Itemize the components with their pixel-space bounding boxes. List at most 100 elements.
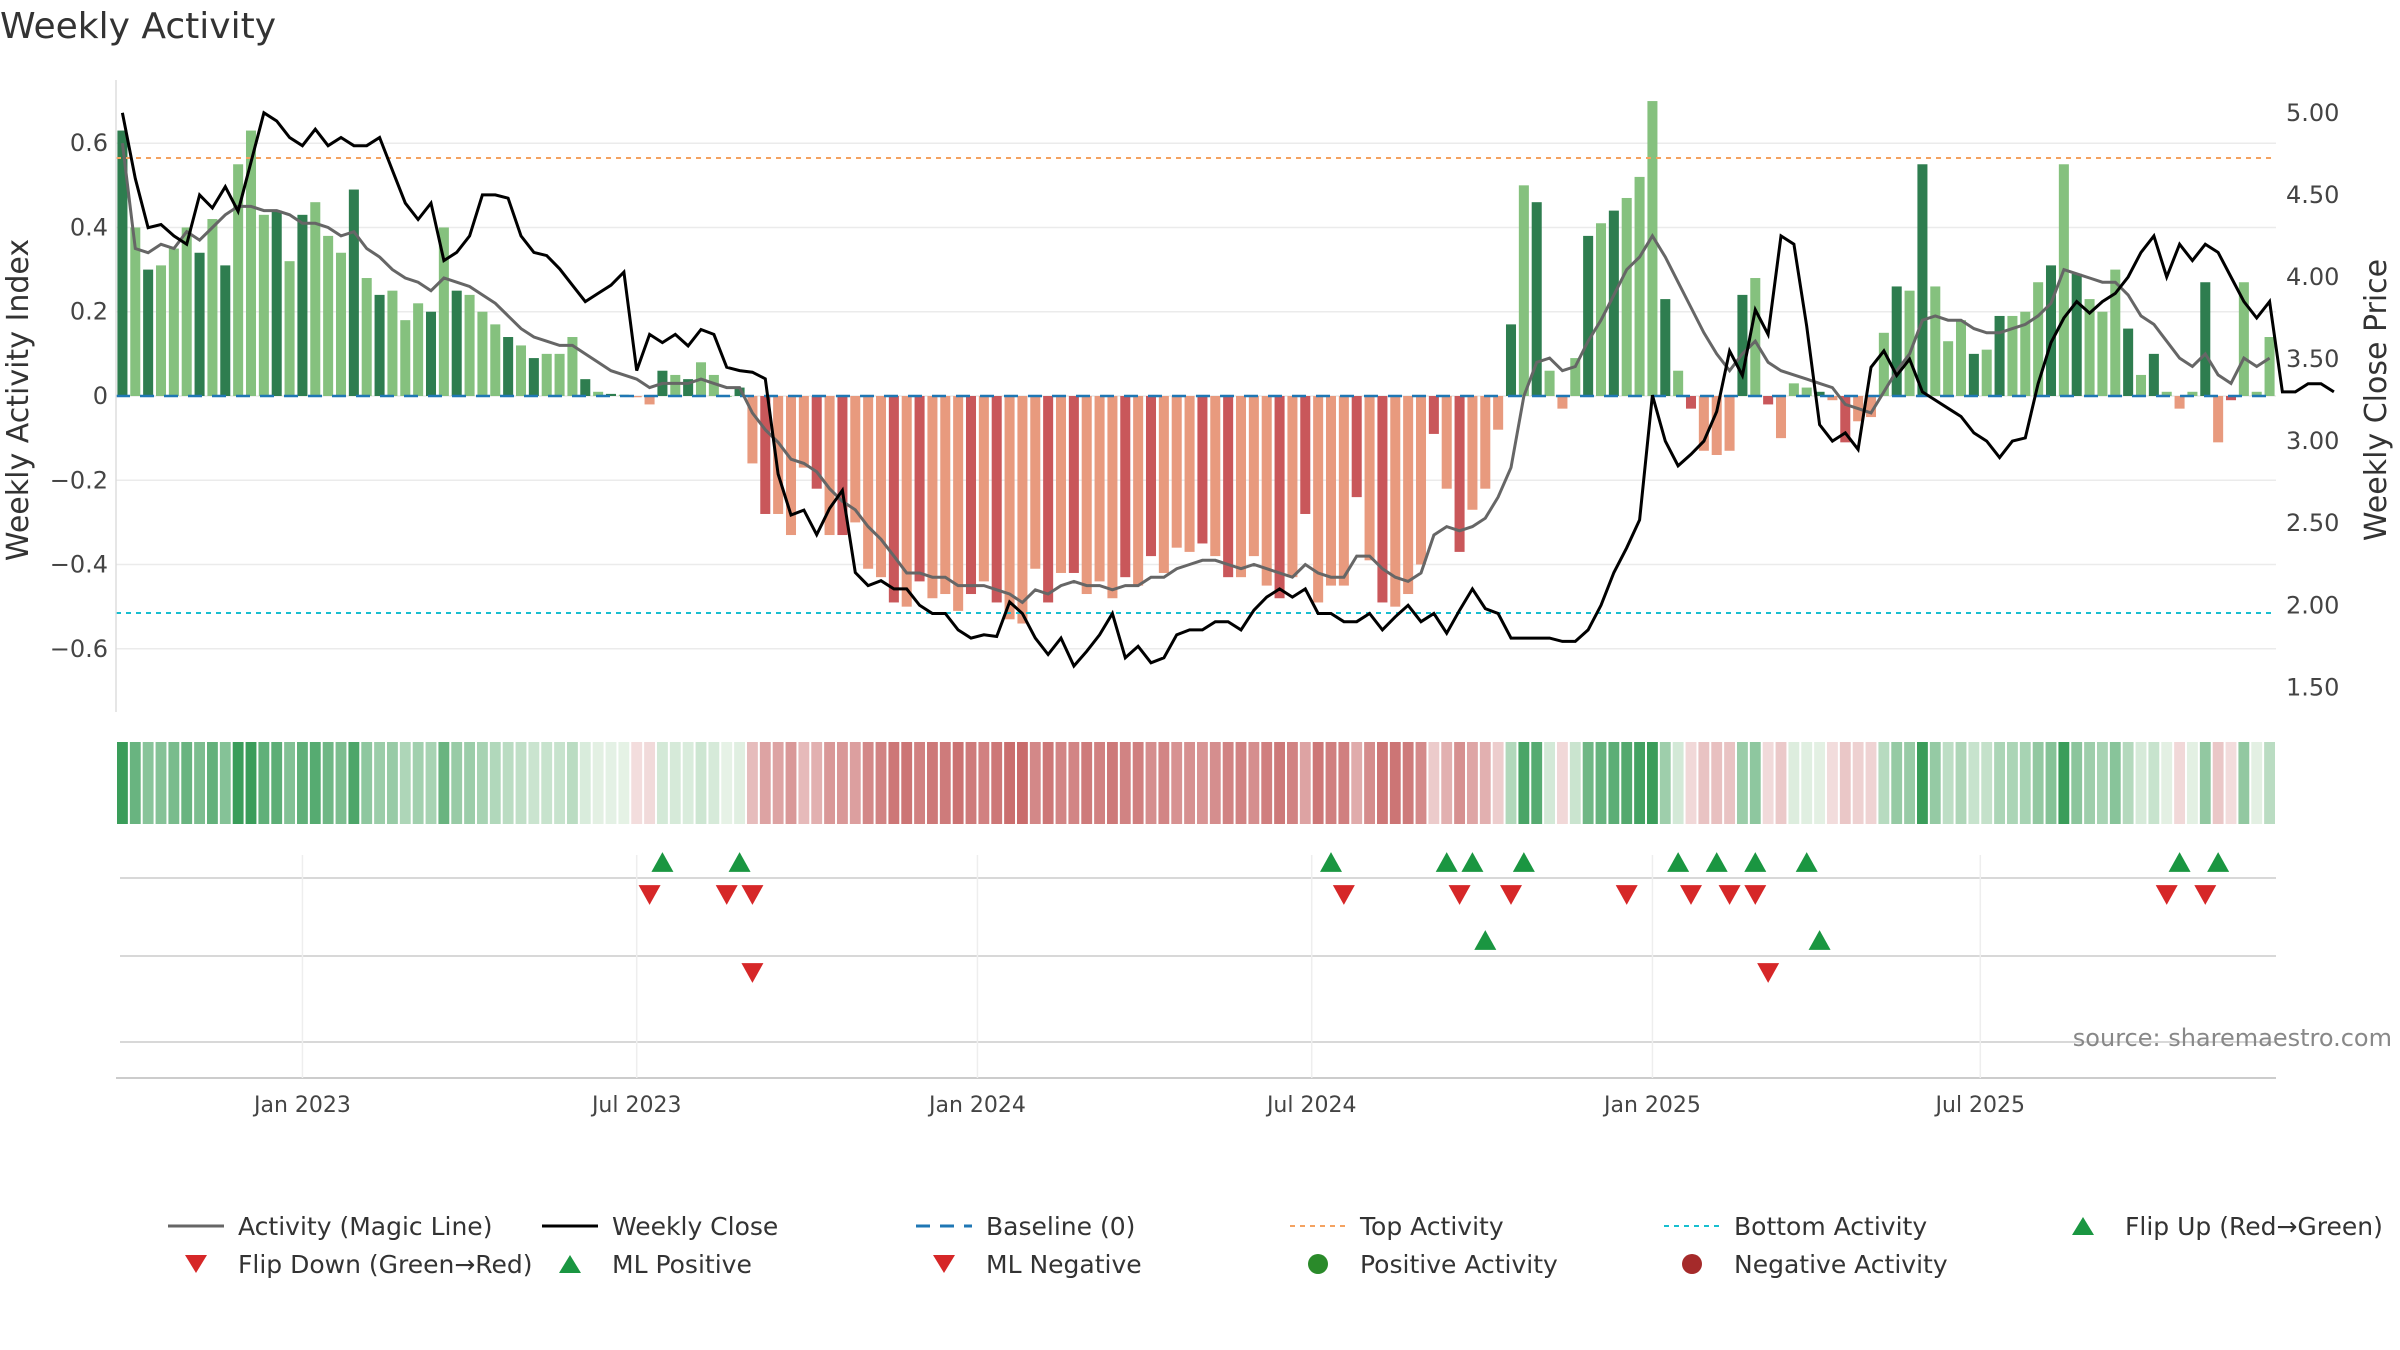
heat-cell — [2084, 742, 2095, 824]
legend-up-triangle-marker — [2072, 1217, 2094, 1235]
activity-bar — [2225, 396, 2237, 401]
heat-cell — [245, 742, 257, 824]
activity-bar — [1544, 370, 1555, 396]
ml-negative-marker — [1757, 963, 1780, 983]
activity-bar — [1325, 396, 1337, 586]
activity-bar — [1287, 396, 1298, 578]
legend-label: Activity (Magic Line) — [238, 1212, 492, 1241]
legend-label: Top Activity — [1359, 1212, 1504, 1241]
activity-bar — [323, 235, 334, 396]
legend-item: Flip Up (Red→Green) — [2072, 1212, 2383, 1241]
legend-down-triangle-marker — [185, 1255, 207, 1273]
heat-cell — [1544, 742, 1555, 824]
activity-bar — [1994, 315, 2005, 396]
activity-bar — [168, 248, 179, 396]
heat-cell — [1839, 742, 1851, 824]
flip-up-marker — [1744, 852, 1767, 872]
activity-bar — [1377, 396, 1388, 603]
activity-bar — [1235, 396, 1247, 578]
activity-bar — [348, 189, 359, 396]
heat-cell — [489, 742, 501, 824]
legend-label: ML Negative — [986, 1250, 1142, 1279]
activity-bar — [1583, 235, 1594, 396]
legend-up-triangle-marker — [559, 1255, 581, 1273]
heat-cell — [1955, 742, 1967, 824]
activity-bar — [1403, 396, 1414, 595]
activity-bar — [2033, 282, 2044, 396]
activity-bar — [1737, 294, 1748, 396]
activity-bar — [863, 396, 874, 569]
activity-bar — [2007, 315, 2018, 396]
heat-cell — [1029, 742, 1041, 824]
activity-bar — [1158, 396, 1169, 573]
axes: 0.6 0.4 0.2 0 −0.2 −0.4 −0.6 5.00 4.50 4.00 3.50 3.… — [50, 80, 2339, 712]
magic-line — [120, 143, 2271, 605]
legend-label: Baseline (0) — [986, 1212, 1135, 1241]
activity-bar — [1030, 396, 1041, 569]
heat-cell — [2135, 742, 2147, 824]
legend-item: Bottom Activity — [1664, 1212, 1927, 1241]
activity-bar — [875, 396, 887, 578]
heat-cell — [1698, 742, 1710, 824]
activity-bar — [194, 252, 205, 396]
activity-bar — [2161, 391, 2172, 396]
heat-cell — [1994, 742, 2005, 824]
heat-cell — [1299, 742, 1311, 824]
flip-up-marker — [728, 852, 751, 872]
activity-bar — [953, 396, 964, 611]
activity-bar — [1814, 391, 1825, 396]
activity-bar — [1313, 396, 1324, 603]
legend-item: Weekly Close — [542, 1212, 778, 1241]
heat-cell — [528, 742, 540, 824]
heat-cell — [2251, 742, 2263, 824]
y2-tick-label: 2.50 — [2286, 509, 2339, 537]
activity-bar — [374, 294, 385, 396]
heat-cell — [2019, 742, 2031, 824]
heat-cell — [1801, 742, 1813, 824]
x-tick-label: Jan 2025 — [1602, 1093, 1701, 1118]
heat-cell — [1672, 742, 1684, 824]
activity-bar — [503, 337, 514, 396]
activity-bar — [2045, 265, 2057, 396]
activity-bar — [1930, 286, 1941, 396]
activity-bar — [1210, 396, 1221, 557]
activity-bar — [1788, 383, 1799, 396]
activity-bar — [798, 396, 809, 468]
activity-bar — [1531, 202, 1542, 396]
heat-cell — [361, 742, 373, 824]
activity-bar — [233, 164, 244, 396]
flip-up-marker — [1795, 852, 1818, 872]
flip-down-marker — [2194, 885, 2217, 905]
activity-bar — [567, 337, 578, 396]
activity-bar — [1171, 396, 1182, 548]
heat-cell — [258, 742, 270, 824]
heat-cell — [232, 742, 244, 824]
y-axis-label: Weekly Activity Index — [1, 239, 36, 561]
activity-bar — [1827, 396, 1838, 401]
activity-bar — [1184, 396, 1195, 552]
activity-bar — [1634, 176, 1645, 396]
heat-cell — [1685, 742, 1697, 824]
activity-bar — [2135, 374, 2147, 396]
x-tick-label: Jul 2024 — [1265, 1093, 1357, 1118]
heat-cell — [219, 742, 231, 824]
heat-cell — [2212, 742, 2224, 824]
flip-down-marker — [1615, 885, 1638, 905]
heat-cell — [2097, 742, 2108, 824]
activity-bar — [1107, 396, 1118, 599]
flip-down-marker — [638, 885, 661, 905]
legend-item: ML Negative — [933, 1250, 1142, 1279]
y2-axis-label: Weekly Close Price — [2359, 259, 2394, 541]
activity-bar — [1685, 396, 1697, 409]
activity-bar — [940, 396, 951, 595]
heat-cell — [875, 742, 887, 824]
source-note: source: sharemaestro.com — [2073, 1024, 2392, 1052]
series-lines — [120, 110, 2335, 669]
heat-cell — [554, 742, 565, 824]
heat-cell — [1209, 742, 1221, 824]
heat-cell — [1981, 742, 1993, 824]
activity-bar — [554, 353, 565, 396]
activity-bar — [1698, 396, 1709, 451]
heat-cell — [271, 742, 283, 824]
heat-cell — [464, 742, 475, 824]
